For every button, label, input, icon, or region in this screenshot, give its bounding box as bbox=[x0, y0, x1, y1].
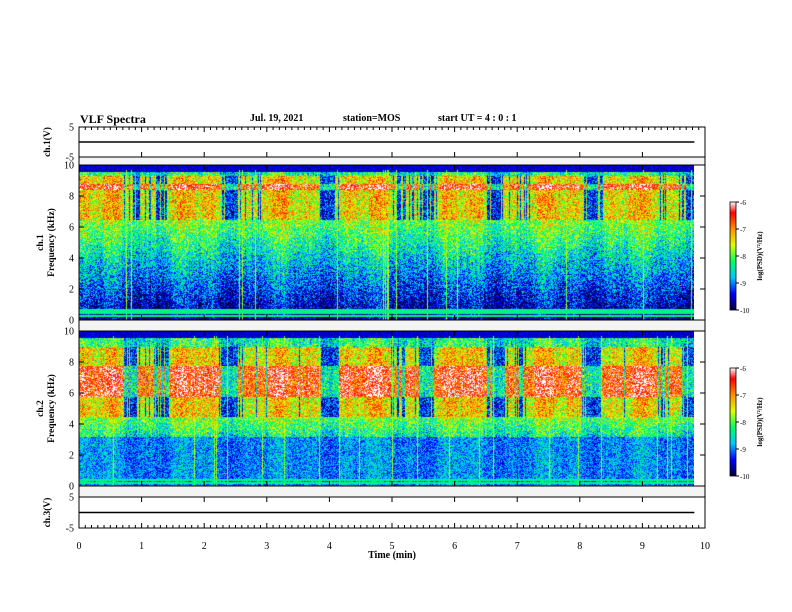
colorbar-tick-label: -10 bbox=[740, 307, 750, 315]
y-tick-label: 8 bbox=[69, 358, 74, 369]
y-axis-label: ch.1(V) bbox=[42, 127, 53, 157]
y-tick-label: 10 bbox=[64, 327, 74, 338]
x-tick-label: 5 bbox=[390, 541, 395, 552]
colorbar-ch2 bbox=[729, 367, 737, 477]
colorbar-ch1 bbox=[729, 201, 737, 311]
y-tick-label: 4 bbox=[69, 254, 74, 265]
panel-gap-3 bbox=[78, 485, 706, 498]
panel-gap-1 bbox=[78, 156, 706, 166]
y-tick-label: 5 bbox=[69, 493, 74, 504]
start-time-label: start UT = 4 : 0 : 1 bbox=[438, 113, 517, 124]
panel-gap-2 bbox=[78, 319, 706, 332]
y-tick-label: 0 bbox=[69, 316, 74, 327]
colorbar-tick-label: -7 bbox=[740, 226, 746, 234]
y-tick-label: 4 bbox=[69, 420, 74, 431]
colorbar-tick-label: -10 bbox=[740, 473, 750, 481]
date-label: Jul. 19, 2021 bbox=[250, 113, 304, 124]
ch2-spectrogram-image bbox=[79, 331, 694, 486]
figure-title: VLF Spectra bbox=[80, 112, 146, 126]
y-tick-label: 2 bbox=[69, 451, 74, 462]
x-tick-label: 2 bbox=[202, 541, 207, 552]
y-tick-label: 6 bbox=[69, 223, 74, 234]
colorbar-tick-label: -7 bbox=[740, 392, 746, 400]
colorbar-tick-label: -8 bbox=[740, 419, 746, 427]
y-tick-label: -5 bbox=[66, 153, 74, 164]
y-tick-label: -5 bbox=[66, 524, 74, 535]
colorbar-tick-label: -6 bbox=[740, 365, 746, 373]
colorbar-tick-label: -9 bbox=[740, 280, 746, 288]
y-axis-label: ch.1 bbox=[36, 234, 46, 251]
y-axis-label: Frequency (kHz) bbox=[46, 208, 57, 277]
x-tick-label: 7 bbox=[515, 541, 520, 552]
colorbar-tick-label: -8 bbox=[740, 253, 746, 261]
x-tick-label: 6 bbox=[452, 541, 457, 552]
x-tick-label: 10 bbox=[700, 541, 710, 552]
y-tick-label: 8 bbox=[69, 192, 74, 203]
y-tick-label: 0 bbox=[69, 482, 74, 493]
y-axis-label: ch.3(V) bbox=[42, 498, 53, 528]
ch1-spectrogram-image bbox=[79, 165, 694, 320]
x-axis-label: Time (min) bbox=[368, 550, 416, 561]
colorbar-tick-label: -6 bbox=[740, 199, 746, 207]
y-tick-label: 2 bbox=[69, 285, 74, 296]
y-tick-label: 10 bbox=[64, 161, 74, 172]
y-axis-label: ch.2 bbox=[36, 400, 46, 417]
colorbar-tick-label: -9 bbox=[740, 446, 746, 454]
y-tick-label: 6 bbox=[69, 389, 74, 400]
station-label: station=MOS bbox=[343, 113, 401, 124]
x-tick-label: 9 bbox=[640, 541, 645, 552]
x-tick-label: 3 bbox=[264, 541, 269, 552]
y-axis-label: Frequency (kHz) bbox=[46, 374, 57, 443]
colorbar-label: log(PSD)(V²/Hz) bbox=[756, 231, 764, 281]
x-tick-label: 0 bbox=[77, 541, 82, 552]
x-tick-label: 8 bbox=[577, 541, 582, 552]
x-tick-label: 4 bbox=[327, 541, 332, 552]
colorbar-label: log(PSD)(V²/Hz) bbox=[756, 397, 764, 447]
x-tick-label: 1 bbox=[139, 541, 144, 552]
y-tick-label: 5 bbox=[69, 123, 74, 134]
